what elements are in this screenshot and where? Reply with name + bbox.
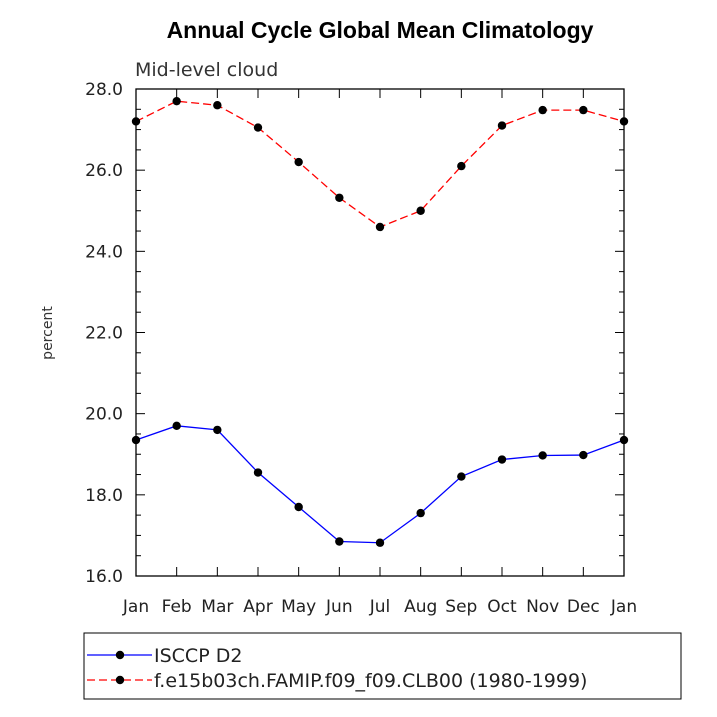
data-point bbox=[619, 435, 629, 445]
series-group bbox=[131, 96, 629, 547]
x-tick-label: Jan bbox=[610, 597, 637, 617]
data-point bbox=[619, 117, 629, 126]
series-line-1 bbox=[135, 425, 625, 544]
legend-marker-1 bbox=[115, 650, 125, 660]
y-tick-label: 16.0 bbox=[85, 567, 123, 587]
y-tick-label: 28.0 bbox=[85, 80, 123, 100]
x-tick-label: Feb bbox=[162, 597, 192, 617]
data-point bbox=[416, 206, 425, 215]
x-tick-label: Mar bbox=[201, 597, 233, 617]
x-tick-label: Apr bbox=[243, 597, 272, 617]
series-line-2 bbox=[135, 100, 625, 228]
data-point bbox=[294, 502, 303, 512]
x-tick-label: Oct bbox=[487, 597, 517, 617]
data-point bbox=[497, 121, 507, 130]
y-tick-label: 22.0 bbox=[85, 324, 123, 344]
y-tick-label: 24.0 bbox=[85, 242, 123, 262]
data-point bbox=[538, 451, 547, 460]
data-point bbox=[497, 455, 507, 464]
data-point bbox=[416, 508, 425, 518]
data-point bbox=[172, 421, 181, 431]
x-tick-label: Sep bbox=[445, 597, 477, 617]
data-point bbox=[335, 537, 344, 546]
data-point bbox=[253, 123, 263, 132]
y-axis-tick-labels: 16.0 18.0 20.0 22.0 24.0 26.0 28.0 bbox=[85, 80, 123, 587]
data-point bbox=[375, 538, 385, 547]
data-point bbox=[579, 450, 588, 460]
x-tick-label: Aug bbox=[404, 597, 437, 617]
data-point bbox=[253, 468, 263, 477]
data-point bbox=[294, 157, 303, 167]
data-point bbox=[457, 161, 466, 171]
data-point bbox=[457, 472, 466, 481]
x-tick-label: Dec bbox=[567, 597, 600, 617]
plot-frame bbox=[135, 88, 625, 577]
legend-box bbox=[83, 632, 682, 700]
y-tick-label: 18.0 bbox=[85, 486, 123, 506]
x-tick-label: Nov bbox=[526, 597, 559, 617]
data-point bbox=[579, 105, 588, 115]
chart-title: Annual Cycle Global Mean Climatology bbox=[167, 17, 594, 43]
data-point bbox=[131, 117, 141, 126]
data-point bbox=[213, 101, 222, 110]
data-point bbox=[538, 105, 547, 115]
legend-label-1: ISCCP D2 bbox=[154, 645, 242, 667]
x-tick-label: Jun bbox=[325, 597, 353, 617]
y-axis-label: percent bbox=[40, 306, 56, 360]
data-point bbox=[213, 425, 222, 435]
legend-marker-2 bbox=[115, 675, 125, 685]
legend-label-2: f.e15b03ch.FAMIP.f09_f09.CLB00 (1980-199… bbox=[154, 670, 587, 692]
x-axis-tick-labels: Jan Feb Mar Apr May Jun Jul Aug Sep Oct Nov Dec Jan bbox=[122, 597, 637, 617]
x-tick-label: Jan bbox=[122, 597, 149, 617]
y-tick-label: 26.0 bbox=[85, 161, 123, 181]
data-point bbox=[131, 435, 141, 445]
data-point bbox=[375, 222, 385, 232]
x-tick-label: Jul bbox=[369, 597, 391, 617]
axis-ticks bbox=[135, 88, 625, 577]
data-point bbox=[172, 96, 181, 106]
chart-subtitle: Mid-level cloud bbox=[135, 59, 278, 81]
y-tick-label: 20.0 bbox=[85, 405, 123, 425]
data-point bbox=[335, 193, 344, 202]
legend: ISCCP D2 f.e15b03ch.FAMIP.f09_f09.CLB00 (… bbox=[87, 645, 587, 692]
x-tick-label: May bbox=[281, 597, 316, 617]
